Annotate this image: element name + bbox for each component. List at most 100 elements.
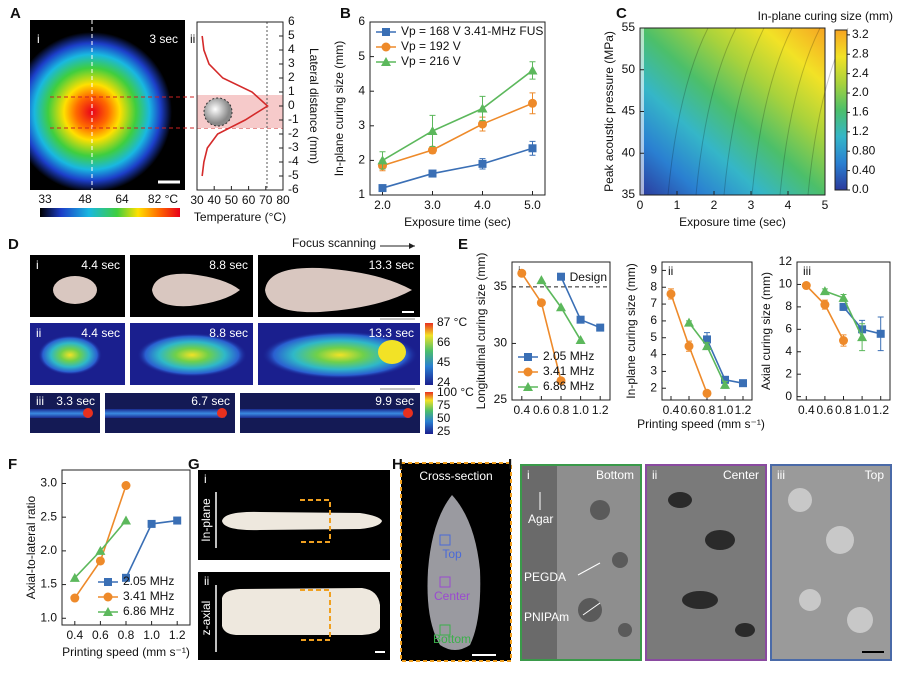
- legend-label: 3.41 MHz: [123, 589, 174, 603]
- marker: [536, 298, 546, 308]
- marker: [702, 341, 712, 351]
- y-tick-label: 1.0: [40, 610, 57, 624]
- marker: [428, 169, 437, 178]
- region-label: Center: [434, 589, 470, 603]
- hot-spot: [403, 408, 413, 418]
- x-tick-label: 0.6: [681, 403, 698, 417]
- y-tick-label: -4: [288, 154, 299, 168]
- panel-letter: B: [340, 5, 351, 22]
- region-label: Top: [865, 468, 885, 482]
- time-label: 6.7 sec: [191, 394, 230, 408]
- time-label: 9.9 sec: [375, 394, 414, 408]
- pointer: [577, 562, 601, 576]
- colorbar-tick: 75: [437, 398, 451, 412]
- y-tick-label: -2: [288, 126, 299, 140]
- arrow-label: Focus scanning: [292, 236, 376, 250]
- colorbar-tick: 24: [437, 375, 451, 389]
- marker: [122, 573, 130, 582]
- pointer: [582, 602, 601, 616]
- y-tick-label: 2: [288, 70, 295, 84]
- y-tick-label: 4: [650, 347, 657, 361]
- colorbar-tick-label: 2.0: [852, 85, 869, 99]
- y-tick-label: 4: [288, 42, 295, 56]
- series-line: [382, 147, 533, 189]
- time-label: 3 sec: [149, 32, 178, 46]
- y-axis-label: In-plane curing size (mm): [624, 263, 638, 398]
- legend-marker: [103, 592, 113, 602]
- panel-letter: A: [10, 5, 21, 22]
- legend-marker: [381, 42, 391, 52]
- marker: [95, 545, 106, 555]
- printed-sample: [222, 511, 382, 531]
- x-tick-label: 1.0: [854, 403, 871, 417]
- x-tick-label: 5.0: [524, 198, 541, 212]
- marker: [70, 593, 80, 603]
- colorbar-tick-label: 1.6: [852, 105, 869, 119]
- y-tick-label: 3: [650, 364, 657, 378]
- panel-numeral: iii: [36, 394, 44, 408]
- marker: [666, 289, 676, 299]
- x-tick-label: 0.4: [66, 628, 83, 642]
- y-tick-label: 30: [494, 336, 508, 350]
- legend-marker: [524, 353, 532, 361]
- time-label: 13.3 sec: [369, 258, 414, 272]
- x-tick-label: 50: [225, 193, 239, 207]
- colorbar-tick: 66: [437, 335, 451, 349]
- cured-blob: [265, 267, 412, 313]
- time-label: 13.3 sec: [369, 326, 414, 340]
- marker: [857, 332, 868, 342]
- panel-numeral: i: [527, 468, 530, 482]
- marker: [557, 272, 565, 281]
- marker: [121, 515, 131, 525]
- marker: [819, 286, 830, 296]
- series-line: [382, 102, 533, 167]
- x-tick-label: 4.0: [474, 198, 491, 212]
- y-axis-label: Axial curing size (mm): [759, 272, 773, 390]
- x-tick-label: 0.4: [798, 403, 815, 417]
- panel-numeral: ii: [652, 468, 657, 482]
- colorbar: [40, 208, 180, 217]
- y-tick-label: 6: [650, 313, 657, 327]
- section-bracket: [300, 499, 331, 543]
- legend-marker: [103, 607, 113, 616]
- legend-label: 2.05 MHz: [543, 349, 594, 363]
- legend-marker: [523, 382, 533, 391]
- marker: [575, 335, 586, 345]
- y-tick-label: 35: [622, 187, 636, 201]
- marker: [721, 375, 729, 384]
- region-label: Bottom: [433, 632, 471, 646]
- panel-numeral: i: [204, 472, 207, 486]
- series-line: [688, 322, 726, 386]
- panel-numeral: ii: [36, 326, 41, 340]
- y-tick-label: 3: [288, 56, 295, 70]
- annotation: PEGDA: [524, 570, 566, 584]
- legend-label: Vp = 168 V 3.41-MHz FUS: [401, 24, 543, 38]
- annotation: Agar: [528, 512, 553, 526]
- marker: [801, 281, 811, 291]
- contour: [723, 27, 765, 196]
- x-tick-label: 1.2: [735, 403, 752, 417]
- marker: [684, 341, 694, 351]
- colorbar-tick-label: 0.40: [852, 163, 876, 177]
- x-tick-label: 0: [637, 198, 644, 212]
- x-tick-label: 0.4: [513, 403, 530, 417]
- heat-blob: [378, 340, 406, 364]
- y-tick-label: 6: [358, 14, 365, 28]
- marker: [527, 65, 538, 75]
- series-line: [382, 69, 533, 162]
- contour: [751, 27, 793, 196]
- time-label: 4.4 sec: [81, 326, 120, 340]
- axis-caption: In-plane: [199, 498, 213, 542]
- colorbar-tick-label: 2.4: [852, 66, 869, 80]
- marker: [820, 300, 830, 310]
- time-label: 4.4 sec: [81, 258, 120, 272]
- arrow-head: [409, 243, 415, 249]
- region-box: [439, 534, 451, 546]
- y-tick-label: 6: [785, 321, 792, 335]
- region-box: [439, 576, 451, 588]
- x-tick-label: 1.2: [872, 403, 889, 417]
- cured-blob: [53, 276, 97, 304]
- x-tick-label: 0.4: [663, 403, 680, 417]
- y-tick-label: 3.0: [40, 476, 57, 490]
- heat-spot: [30, 32, 172, 190]
